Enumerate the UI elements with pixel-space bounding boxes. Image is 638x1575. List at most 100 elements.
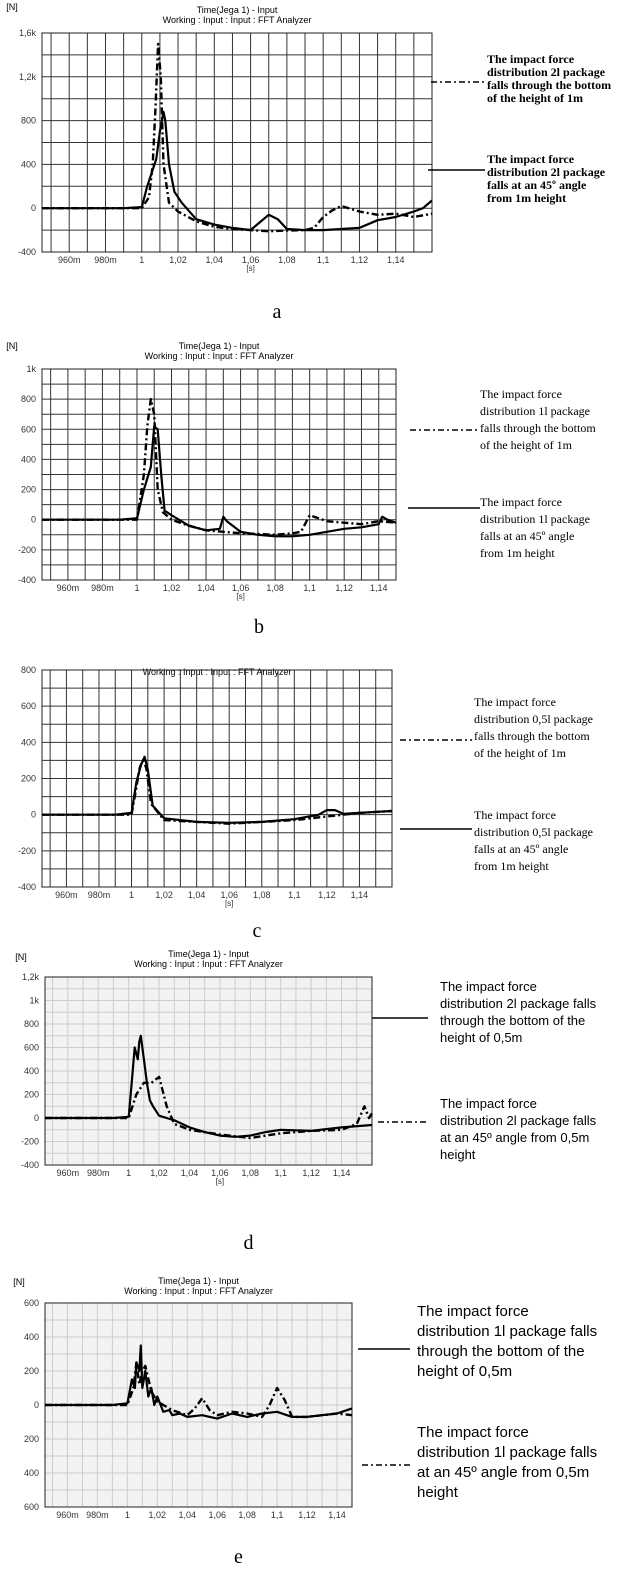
x-tick-label: 960m [56, 1510, 79, 1520]
y-tick-label: -200 [21, 1137, 39, 1147]
y-tick-label: -400 [21, 1160, 39, 1170]
chart-title: Time(Jega 1) - Input [197, 5, 278, 15]
y-unit-label: [N] [13, 1277, 25, 1287]
legend-text: The impact force [440, 979, 537, 994]
x-tick-label: 1,06 [232, 583, 250, 593]
legend-text: The impact force [487, 152, 575, 166]
x-tick-label: 980m [87, 1168, 110, 1178]
y-tick-label: 800 [21, 116, 36, 126]
legend-text: The impact force [474, 695, 556, 709]
chart-subtitle: Working : Input : Input : FFT Analyzer [134, 959, 283, 969]
legend-text: falls through the bottom [474, 729, 590, 743]
y-tick-label: 400 [24, 1066, 39, 1076]
plot-frame [41, 32, 433, 253]
x-tick-label: 1,1 [271, 1510, 284, 1520]
x-tick-label: 1,08 [278, 255, 296, 265]
y-tick-label: -200 [18, 846, 36, 856]
chart-title: Time(Jega 1) - Input [158, 1276, 239, 1286]
legend-text: through the bottom of the [440, 1013, 585, 1028]
y-tick-label: 800 [21, 394, 36, 404]
panel-caption: a [273, 301, 282, 323]
legend-text: distribution 2l package falls [440, 1113, 597, 1128]
x-tick-label: 1,1 [274, 1168, 287, 1178]
x-tick-label: 980m [86, 1510, 109, 1520]
x-tick-label: 1,12 [302, 1168, 320, 1178]
x-tick-label: 1,06 [211, 1168, 229, 1178]
x-tick-label: 1,02 [155, 890, 173, 900]
x-tick-label: 1,02 [169, 255, 187, 265]
legend-text: height [440, 1147, 476, 1162]
y-tick-label: 600 [24, 1043, 39, 1053]
x-tick-label: 1,12 [298, 1510, 316, 1520]
y-tick-label: -400 [18, 882, 36, 892]
legend-text: distribution 0,5l package [474, 825, 593, 839]
x-tick-label: 1,06 [208, 1510, 226, 1520]
x-tick-label: 1,08 [242, 1168, 260, 1178]
panel-caption: e [234, 1546, 243, 1568]
legend-text: distribution 0,5l package [474, 712, 593, 726]
x-tick-label: 1,04 [197, 583, 215, 593]
y-tick-label: 1k [26, 364, 36, 374]
legend-text: The impact force [417, 1303, 529, 1320]
y-tick-label: 200 [24, 1434, 39, 1444]
legend-text: The impact force [480, 495, 562, 509]
y-tick-label: 400 [21, 159, 36, 169]
panel-caption: d [244, 1232, 254, 1254]
y-tick-label: 600 [21, 424, 36, 434]
x-axis-label: [s] [236, 592, 244, 601]
y-tick-label: 200 [24, 1090, 39, 1100]
x-tick-label: 1,14 [351, 890, 369, 900]
x-tick-label: 1,06 [242, 255, 260, 265]
x-tick-label: 1,04 [188, 890, 206, 900]
chart-title: Time(Jega 1) - Input [168, 949, 249, 959]
series-line-1 [42, 110, 433, 232]
plot-frame [41, 669, 393, 888]
y-unit-label: [N] [6, 2, 18, 12]
legend-text: height of 0,5m [440, 1030, 522, 1045]
y-tick-label: 200 [21, 774, 36, 784]
legend-text: falls through the bottom [480, 421, 596, 435]
legend-text: at an 45º angle from 0,5m [417, 1464, 589, 1481]
x-tick-label: 1,02 [163, 583, 181, 593]
legend-text: falls at an 45º angle [487, 178, 587, 192]
x-tick-label: 1,06 [220, 890, 238, 900]
x-tick-label: 1,14 [333, 1168, 351, 1178]
x-tick-label: 1,02 [149, 1510, 167, 1520]
panel-caption: c [253, 920, 262, 942]
legend-text: distribution 1l package falls [417, 1323, 597, 1340]
plot-frame [44, 976, 373, 1166]
x-tick-label: 980m [88, 890, 111, 900]
panel-caption: b [254, 616, 264, 638]
y-tick-label: 200 [24, 1366, 39, 1376]
chart-subtitle: Working : Input : Input : FFT Analyzer [124, 1286, 273, 1296]
y-tick-label: 0 [31, 515, 36, 525]
x-tick-label: 1,12 [351, 255, 369, 265]
x-tick-label: 1 [129, 890, 134, 900]
y-tick-label: 1,2k [19, 72, 37, 82]
legend-text: The impact force [480, 387, 562, 401]
series-line-1 [45, 1361, 353, 1419]
y-tick-label: 0 [34, 1113, 39, 1123]
x-tick-label: 960m [57, 1168, 80, 1178]
legend-text: from 1m height [474, 859, 549, 873]
chart-panel-c: Working : Input : Input : FFT Analyzer 96… [18, 665, 593, 942]
x-tick-label: 980m [91, 583, 114, 593]
x-axis-label: [s] [246, 264, 254, 273]
chart-subtitle: Working : Input : Input : FFT Analyzer [143, 667, 292, 677]
legend-text: of the height of 1m [480, 438, 573, 452]
x-tick-label: 1,08 [266, 583, 284, 593]
x-tick-label: 1 [134, 583, 139, 593]
legend-text: through the bottom of the [417, 1343, 585, 1360]
x-tick-label: 1,04 [179, 1510, 197, 1520]
x-tick-label: 1,12 [335, 583, 353, 593]
x-tick-label: 1,02 [150, 1168, 168, 1178]
legend-text: distribution 1l package falls [417, 1444, 597, 1461]
x-tick-label: 1,1 [288, 890, 301, 900]
x-tick-label: 1,08 [238, 1510, 256, 1520]
legend-text: distribution 1l package [480, 404, 590, 418]
legend-text: The impact force [440, 1096, 537, 1111]
y-tick-label: 0 [31, 203, 36, 213]
